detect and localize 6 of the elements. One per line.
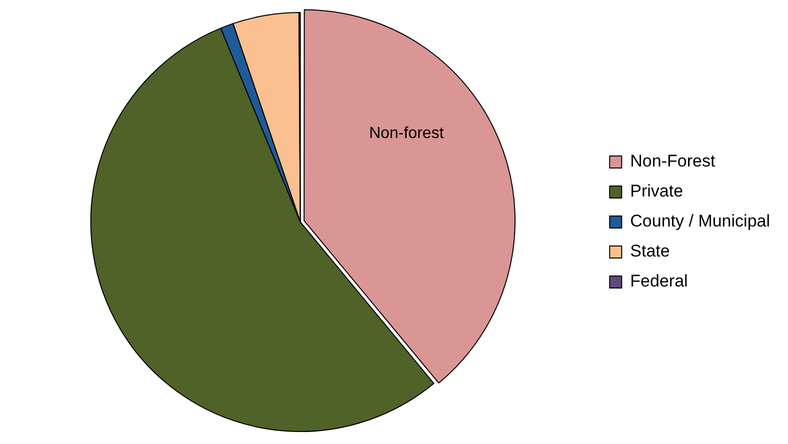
legend-label: Private xyxy=(630,182,684,201)
legend-label: Non-Forest xyxy=(630,152,716,171)
legend-label: State xyxy=(630,242,670,261)
legend-label: Federal xyxy=(630,272,688,291)
legend-label: County / Municipal xyxy=(630,212,770,231)
text: Non-forest xyxy=(369,125,444,142)
